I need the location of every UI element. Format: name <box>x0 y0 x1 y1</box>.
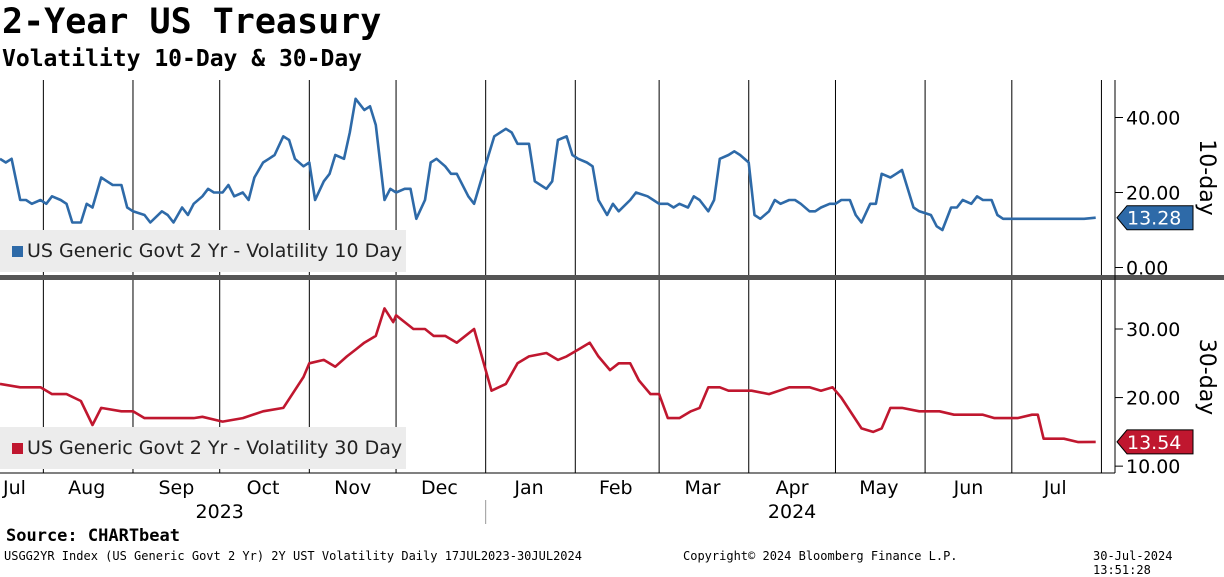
footer-description: USGG2YR Index (US Generic Govt 2 Yr) 2Y … <box>4 549 582 563</box>
footer-copyright: Copyright© 2024 Bloomberg Finance L.P. <box>683 549 958 563</box>
x-tick-label: Aug <box>68 477 105 499</box>
legend-swatch-30-day <box>12 442 23 454</box>
chart-subtitle: Volatility 10-Day & 30-Day <box>2 46 363 72</box>
chart-title: 2-Year US Treasury <box>2 2 382 42</box>
footer-timestamp: 30-Jul-2024 13:51:28 <box>1093 549 1173 577</box>
legend-label-30-day: US Generic Govt 2 Yr - Volatility 30 Day <box>27 437 403 459</box>
x-tick-label: Mar <box>685 477 721 499</box>
x-year-label: 2023 <box>196 501 244 523</box>
x-tick-label: Sep <box>158 477 194 499</box>
axis-layer: 0.00 20.00 40.00 13.28 10-day 10.00 20.00 30.00… <box>0 80 1224 524</box>
x-tick-label: Feb <box>599 477 633 499</box>
x-tick-label: Jul <box>1043 477 1067 499</box>
last-value-tag <box>1116 205 1194 231</box>
legend-10-day: US Generic Govt 2 Yr - Volatility 10 Day <box>0 230 406 272</box>
y-tick-label: 20.00 <box>1126 183 1180 205</box>
x-tick-label: Oct <box>247 477 280 499</box>
series-line-30-day <box>0 307 1096 444</box>
y-tick-label: 30.00 <box>1126 319 1180 341</box>
x-tick-label: Jun <box>953 477 984 499</box>
x-year-label: 2024 <box>768 501 816 523</box>
y-tick-label: 20.00 <box>1126 388 1180 410</box>
x-tick-label: Dec <box>421 477 458 499</box>
series-line-10-day <box>0 97 1096 232</box>
panel-label: 30-day <box>1194 339 1219 415</box>
panel-label: 10-day <box>1194 139 1219 215</box>
y-tick-label: 40.00 <box>1126 108 1180 130</box>
x-tick-label: Nov <box>334 477 371 499</box>
y-tick-label: 10.00 <box>1126 456 1180 478</box>
legend-swatch-10-day <box>12 245 23 257</box>
x-tick-label: Jan <box>513 477 543 499</box>
last-value-tag <box>1116 429 1194 455</box>
source-note: Source: CHARTbeat <box>6 526 180 546</box>
y-tick-label: 0.00 <box>1126 258 1168 280</box>
x-tick-label: Jul <box>2 477 26 499</box>
x-tick-label: May <box>859 477 898 499</box>
last-value-label: 13.28 <box>1127 208 1181 230</box>
legend-30-day: US Generic Govt 2 Yr - Volatility 30 Day <box>0 427 406 469</box>
x-tick-label: Apr <box>776 477 809 499</box>
legend-label-10-day: US Generic Govt 2 Yr - Volatility 10 Day <box>27 240 403 262</box>
series-layer <box>0 97 1096 444</box>
last-value-label: 13.54 <box>1127 432 1181 454</box>
